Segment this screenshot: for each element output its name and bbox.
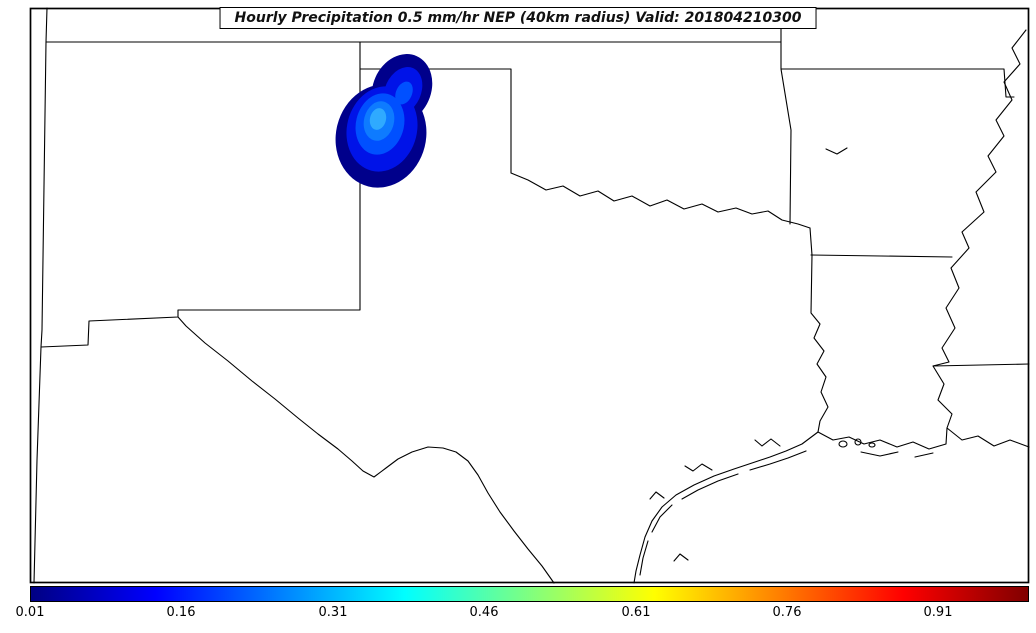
texas-louisiana-border [809,227,829,433]
coastal-lake [838,440,848,448]
precip-contours [335,54,433,188]
colorbar-tick-label: 0.76 [772,605,802,620]
rio-grande-border [177,316,555,584]
colorbar-tick-label: 0.31 [318,605,348,620]
colorbar [30,586,1029,602]
colorbar-tick-label: 0.01 [15,605,45,620]
colorbar-tick-label: 0.16 [166,605,196,620]
arkansas-louisiana-border [810,254,953,258]
coastal-lake [868,442,876,448]
state-borders [33,7,1030,584]
colorbar-tick-label: 0.61 [621,605,651,620]
new-mexico-texas-borders [33,41,512,584]
colorbar-tick-label: 0.91 [923,605,953,620]
north-border-lines [45,7,1015,225]
red-river-border [510,172,811,229]
mississippi-river [932,29,1030,429]
arkansas-river-squiggle [825,147,848,155]
precip-contour-level-5 [369,108,387,130]
colorbar-tick-label: 0.46 [469,605,499,620]
plot-title: Hourly Precipitation 0.5 mm/hr NEP (40km… [219,7,817,29]
plot-frame [29,7,1030,584]
coastal-lake [854,438,862,446]
louisiana-coastline [817,427,1030,458]
precip-contour-level-3 [395,81,413,105]
texas-coastline [633,431,819,584]
